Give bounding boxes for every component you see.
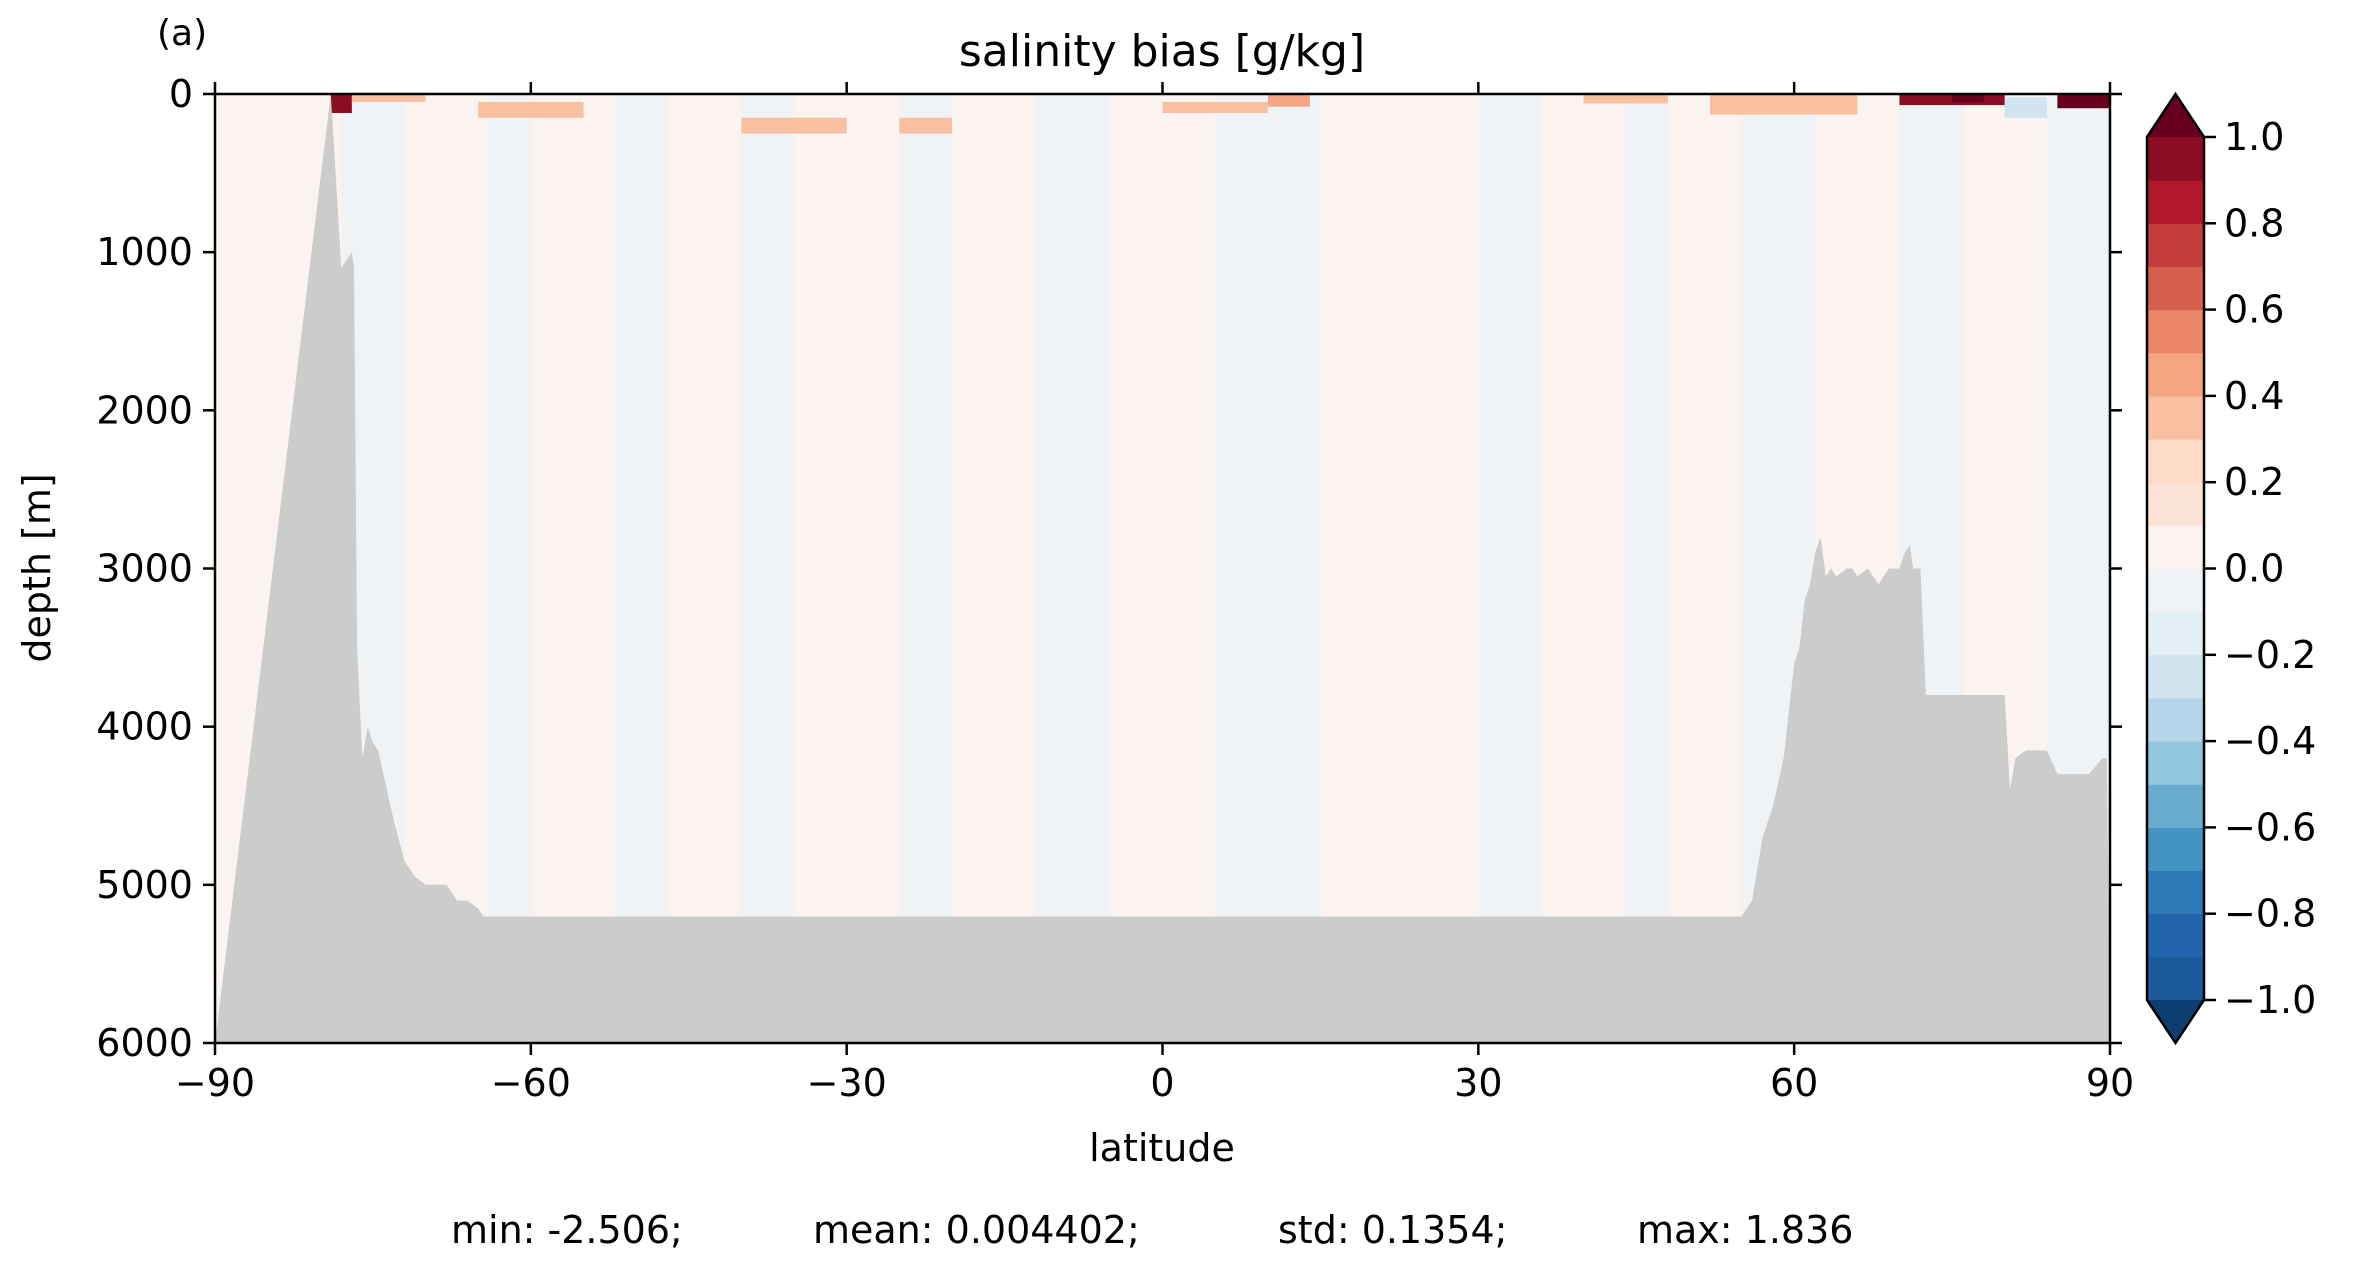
surface-feature-12 [2004,97,2047,118]
colorbar-swatch-6 [2147,697,2204,742]
colorbar-tick-label-5: 0.0 [2224,547,2284,591]
field-band-15 [1541,94,1626,1043]
chart-title: salinity bias [g/kg] [959,26,1365,77]
surface-feature-1 [351,94,426,102]
salinity-bias-field [215,94,2110,1043]
x-axis-label: latitude [1089,1126,1235,1170]
field-band-10 [1036,94,1110,1043]
colorbar-tick-label-0: 1.0 [2224,115,2284,159]
x-tick-label-4: 30 [1454,1061,1502,1105]
field-band-8 [899,94,952,1043]
x-tick-label-0: −90 [175,1061,255,1105]
colorbar-swatch-14 [2147,352,2204,397]
colorbar-tick-label-7: −0.4 [2224,719,2316,763]
y-tick-label-5: 5000 [96,863,193,907]
colorbar-extend-min [2147,1000,2204,1043]
y-tick-label-2: 2000 [96,388,193,432]
surface-feature-4 [899,117,952,134]
stat-min: min: -2.506; [451,1208,683,1252]
colorbar-tick-label-6: −0.2 [2224,633,2316,677]
y-axis-label: depth [m] [15,473,59,662]
field-band-14 [1478,94,1542,1043]
field-band-3 [530,94,616,1043]
field-band-11 [1109,94,1216,1043]
surface-feature-7 [1583,94,1668,104]
colorbar-swatch-13 [2147,395,2204,440]
stat-mean: mean: 0.004402; [813,1208,1140,1252]
surface-feature-8 [1709,94,1858,115]
colorbar-swatch-5 [2147,741,2204,785]
colorbar-swatch-0 [2147,956,2204,1001]
stats-line: min: -2.506; mean: 0.004402; std: 0.1354… [451,1208,1853,1252]
colorbar-tick-label-4: 0.2 [2224,460,2284,504]
colorbar-swatch-18 [2147,180,2204,224]
x-tick-label-5: 60 [1770,1061,1818,1105]
field-band-4 [615,94,668,1043]
colorbar-tick-label-3: 0.4 [2224,374,2284,418]
colorbar-swatch-1 [2147,913,2204,958]
y-tick-label-4: 4000 [96,705,193,749]
field-band-9 [951,94,1037,1043]
surface-feature-6 [1267,94,1310,107]
colorbar-tick-label-8: −0.6 [2224,805,2316,849]
colorbar-swatch-4 [2147,784,2204,828]
field-band-17 [1667,94,1742,1043]
y-tick-label-3: 3000 [96,547,193,591]
field-band-12 [1215,94,1321,1043]
field-band-16 [1625,94,1668,1043]
colorbar-swatch-7 [2147,654,2204,699]
y-tick-label-0: 0 [169,72,193,116]
colorbar-tick-label-9: −0.8 [2224,892,2316,936]
y-tick-label-1: 1000 [96,230,193,274]
colorbar-swatch-9 [2147,568,2204,613]
plot-area [213,92,2112,1045]
colorbar-swatch-3 [2147,827,2204,872]
colorbar-tick-label-10: −1.0 [2224,978,2316,1022]
panel-label: (a) [157,13,207,54]
x-axis: −90 −60 −30 0 30 60 90 [175,82,2134,1105]
colorbar-swatch-12 [2147,439,2204,483]
colorbar-extend-max [2147,94,2204,137]
colorbar-tick-label-1: 0.8 [2224,201,2284,245]
stat-max: max: 1.836 [1637,1208,1853,1252]
x-tick-label-3: 0 [1150,1061,1174,1105]
stat-std: std: 0.1354; [1278,1208,1507,1252]
surface-feature-3 [741,117,847,134]
colorbar: 1.0 0.8 0.6 0.4 0.2 0.0 −0.2 −0.4 −0.6 −0.8 −1.0 [2145,91,2316,1046]
colorbar-swatch-17 [2147,223,2204,267]
field-band-2 [488,94,531,1043]
y-tick-label-6: 6000 [96,1021,193,1065]
colorbar-swatch-2 [2147,870,2204,915]
colorbar-swatch-15 [2147,309,2204,354]
field-band-6 [741,94,795,1043]
colorbar-swatch-16 [2147,266,2204,311]
field-band-7 [794,94,900,1043]
colorbar-swatch-19 [2147,137,2204,181]
surface-feature-11 [2057,94,2110,109]
x-tick-label-1: −60 [491,1061,571,1105]
surface-feature-0 [330,94,352,113]
colorbar-swatch-10 [2147,525,2204,569]
surface-feature-5 [1162,101,1268,113]
x-tick-label-2: −30 [807,1061,887,1105]
x-tick-label-6: 90 [2086,1061,2134,1105]
y-axis: 0 1000 2000 3000 4000 5000 6000 [96,72,2122,1065]
colorbar-swatch-11 [2147,482,2204,526]
land-bathymetry-mask [215,94,2110,1043]
surface-feature-2 [478,101,584,118]
field-band-13 [1320,94,1479,1043]
field-band-5 [667,94,742,1043]
colorbar-tick-label-2: 0.6 [2224,288,2284,332]
surface-feature-10 [1952,94,1984,102]
colorbar-swatch-8 [2147,611,2204,656]
